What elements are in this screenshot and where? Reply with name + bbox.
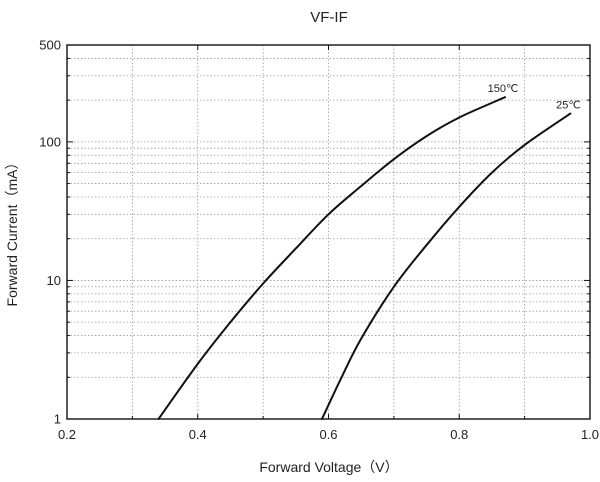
x-tick-label: 0.4 [189,427,207,442]
y-tick-label: 10 [47,273,61,288]
y-tick-label: 500 [39,38,61,53]
grid-layer [67,45,590,419]
y-tick-label: 1 [54,412,61,427]
x-tick-label: 0.6 [319,427,337,442]
chart-title: VF-IF [310,9,348,26]
series-layer: 150℃ 25℃ [157,83,581,420]
x-axis-title: Forward Voltage（V） [259,459,398,475]
y-tick-label: 100 [39,134,61,149]
x-tick-label: 0.8 [450,427,468,442]
x-tick-label: 1.0 [581,427,599,442]
series-line-room [320,112,572,420]
series-line-hot [157,96,507,420]
x-tick-label: 0.2 [58,427,76,442]
series-label: 150℃ [488,83,519,95]
y-axis-title: Forward Current（mA） [4,156,20,307]
series-label: 25℃ [556,100,581,112]
axis-ticks: 0.2 0.4 0.6 0.8 1.0 1 10 100 500 [39,38,599,443]
